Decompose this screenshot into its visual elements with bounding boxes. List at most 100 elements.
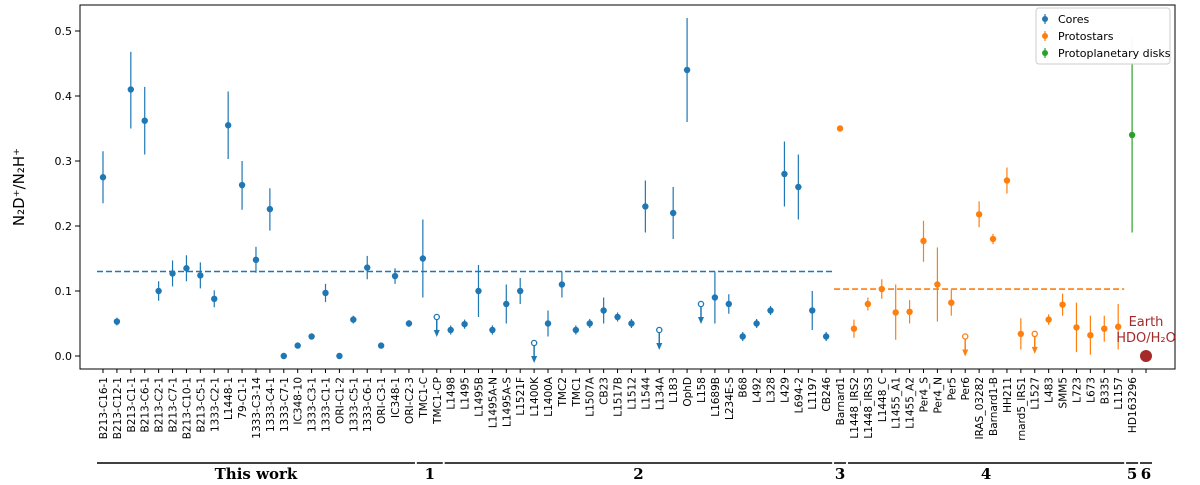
- x-tick-label: L483: [1044, 377, 1056, 403]
- x-tick-label: OphD: [682, 377, 694, 407]
- cores-point: [572, 325, 580, 335]
- cores-point: [795, 154, 802, 220]
- group-label: 6: [1141, 465, 1151, 483]
- protostars-point: [1045, 314, 1052, 325]
- upper-limit-marker: [1031, 330, 1038, 338]
- point-marker: [336, 352, 343, 360]
- protostars-point: [892, 284, 899, 340]
- cores-point: [530, 339, 538, 363]
- upper-limit-arrow: [531, 356, 538, 363]
- legend-marker: [1042, 50, 1048, 56]
- protostars-point: [961, 333, 969, 357]
- x-tick-label: TMC1-CP: [432, 377, 444, 425]
- x-tick-label: Barnard1: [835, 377, 847, 425]
- x-tick-label: ORI-C3-1: [376, 377, 388, 424]
- point-marker: [489, 326, 496, 334]
- legend-box: [1035, 7, 1171, 65]
- point-marker: [322, 289, 329, 297]
- point-marker: [600, 307, 607, 314]
- legend: Cores Protostars Protoplanetary disks: [1035, 7, 1171, 65]
- cores-point: [461, 319, 468, 329]
- point-marker: [906, 308, 913, 315]
- point-marker: [447, 326, 454, 334]
- x-tick-label: L1448_IRS3: [863, 377, 875, 439]
- x-tick-label: L1455_A2: [905, 377, 917, 429]
- point-marker: [127, 86, 135, 93]
- point-marker: [544, 320, 552, 327]
- point-marker: [586, 320, 593, 327]
- point-marker: [989, 235, 997, 243]
- upper-limit-arrow: [656, 343, 663, 350]
- x-tick-label: B213-C12-1: [112, 377, 124, 439]
- point-marker: [767, 307, 774, 314]
- group-label: 5: [1127, 465, 1137, 483]
- point-marker: [1087, 332, 1094, 339]
- point-marker: [224, 122, 232, 129]
- x-tick-label: L1448_C: [877, 377, 889, 422]
- protostars-point: [1114, 304, 1122, 350]
- protostars-point: [906, 300, 913, 324]
- legend-label: Protostars: [1058, 30, 1114, 43]
- x-tick-label: HH211: [1002, 377, 1014, 413]
- x-tick-label: TMC1: [571, 377, 583, 408]
- protostars-point: [1087, 315, 1094, 355]
- point-marker: [558, 281, 566, 288]
- cores-point: [183, 255, 190, 282]
- group-label: 2: [633, 465, 643, 483]
- x-tick-label: ORI-C1-2: [334, 377, 346, 424]
- cores-point: [489, 325, 496, 335]
- point-marker: [975, 211, 983, 218]
- point-marker: [614, 313, 621, 321]
- point-marker: [795, 183, 802, 191]
- point-marker: [809, 307, 816, 314]
- x-tick-label: ORI-C2-3: [404, 377, 416, 424]
- x-tick-label: 1333-C7-1: [279, 377, 291, 432]
- x-tick-label: L1495: [460, 377, 472, 410]
- point-marker: [892, 309, 899, 316]
- cores-point: [433, 313, 441, 337]
- x-tick-label: B213-C6-1: [140, 377, 152, 433]
- protostars-point: [1101, 315, 1108, 342]
- x-tick-label: Per6: [960, 377, 972, 401]
- x-tick-label: L1517B: [613, 377, 625, 417]
- legend-label: Cores: [1058, 13, 1089, 26]
- x-tick-label: L1495A-S: [501, 377, 513, 427]
- point-marker: [1101, 325, 1108, 332]
- point-marker: [517, 287, 524, 295]
- cores-point: [781, 141, 788, 207]
- cores-point: [99, 151, 107, 204]
- point-marker: [1128, 131, 1136, 139]
- legend-item: Protoplanetary disks: [1042, 47, 1171, 60]
- x-tick-label: B213-C2-1: [154, 377, 166, 433]
- point-marker: [113, 318, 121, 325]
- cores-point: [364, 255, 371, 280]
- cores-point: [544, 310, 552, 337]
- earth-label: Earth: [1129, 315, 1164, 330]
- group-label: 3: [835, 465, 845, 483]
- point-marker: [753, 320, 760, 327]
- x-tick-label: CB246: [821, 377, 833, 412]
- group-label: This work: [215, 465, 298, 483]
- cores-point: [391, 268, 399, 284]
- point-marker: [280, 352, 287, 360]
- protostars-point: [836, 125, 844, 132]
- protostars-point: [1059, 293, 1066, 316]
- cores-point: [322, 283, 329, 303]
- group-label: 4: [981, 465, 991, 483]
- cores-point: [127, 51, 135, 129]
- x-tick-label: Per5: [946, 377, 958, 400]
- legend-item: Protostars: [1042, 30, 1114, 43]
- x-tick-label: 1333-C6-1: [362, 377, 374, 432]
- x-tick-label: L1455_A1: [891, 377, 903, 429]
- x-tick-label: L694-2: [793, 377, 805, 413]
- protostars-point: [1031, 330, 1038, 354]
- x-tick-label: L1689B: [710, 377, 722, 417]
- upper-limit-marker: [697, 300, 705, 308]
- point-marker: [350, 316, 357, 323]
- point-marker: [141, 117, 148, 124]
- x-tick-label: B335: [1099, 377, 1111, 404]
- cores-point: [586, 318, 593, 329]
- protoplanetary-disks-point: [1128, 37, 1136, 233]
- x-tick-label: L723: [1071, 377, 1083, 403]
